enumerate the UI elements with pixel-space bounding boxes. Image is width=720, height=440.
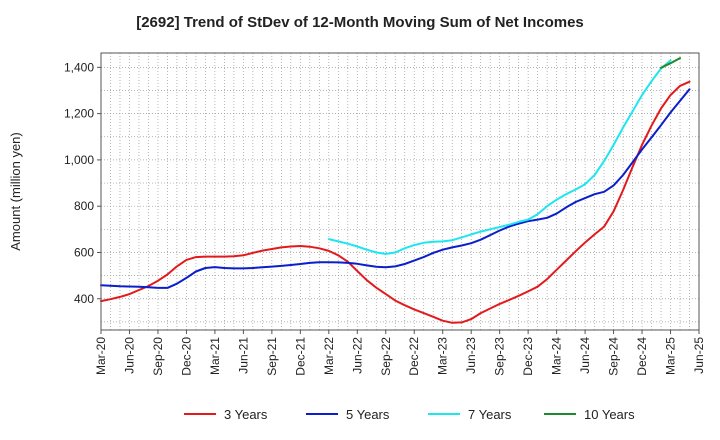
x-tick-label: Mar-21 (208, 337, 222, 375)
x-tick-label: Sep-22 (379, 337, 393, 376)
y-tick-label: 1,200 (64, 107, 94, 121)
legend-label: 10 Years (584, 407, 635, 422)
x-tick-label: Jun-25 (692, 337, 706, 374)
x-tick-label: Sep-20 (151, 337, 165, 376)
x-tick-label: Dec-24 (635, 337, 649, 376)
series-line-10-years (660, 57, 681, 69)
x-tick-label: Jun-24 (578, 337, 592, 374)
x-axis: Mar-20 Jun-20 Sep-20 Dec-20 Mar-21 Jun-21 Sep-… (94, 330, 706, 376)
x-tick-label: Mar-20 (94, 337, 108, 375)
x-tick-label: Sep-23 (493, 337, 507, 376)
legend-label: 3 Years (224, 407, 268, 422)
plot-frame (100, 52, 700, 331)
series-line-5-years (100, 88, 691, 289)
x-tick-label: Sep-21 (265, 337, 279, 376)
legend: 3 Years 5 Years 7 Years 10 Years (184, 407, 635, 422)
legend-label: 7 Years (468, 407, 512, 422)
y-axis: 400 600 800 1,000 1,200 1,400 (64, 60, 101, 306)
x-tick-label: Dec-22 (407, 337, 421, 376)
x-tick-label: Dec-20 (179, 337, 193, 376)
grid (101, 53, 699, 330)
chart-title: [2692] Trend of StDev of 12-Month Moving… (136, 14, 584, 31)
x-tick-label: Dec-23 (521, 337, 535, 376)
x-tick-label: Jun-22 (350, 337, 364, 374)
series-line-3-years (100, 80, 691, 324)
y-tick-label: 400 (74, 292, 94, 306)
x-tick-label: Mar-25 (664, 337, 678, 375)
y-tick-label: 1,000 (64, 153, 94, 167)
x-tick-label: Mar-22 (322, 337, 336, 375)
x-tick-label: Dec-21 (293, 337, 307, 376)
y-tick-label: 600 (74, 245, 94, 259)
y-tick-label: 1,400 (64, 60, 94, 74)
x-tick-label: Jun-21 (236, 337, 250, 374)
x-tick-label: Mar-23 (436, 337, 450, 375)
y-axis-label: Amount (million yen) (8, 132, 23, 251)
legend-label: 5 Years (346, 407, 390, 422)
x-tick-label: Jun-20 (122, 337, 136, 374)
x-tick-label: Jun-23 (464, 337, 478, 374)
y-tick-label: 800 (74, 199, 94, 213)
x-tick-label: Mar-24 (550, 337, 564, 375)
series-line-7-years (327, 59, 672, 255)
series-lines (100, 57, 691, 324)
x-tick-label: Sep-24 (607, 337, 621, 376)
